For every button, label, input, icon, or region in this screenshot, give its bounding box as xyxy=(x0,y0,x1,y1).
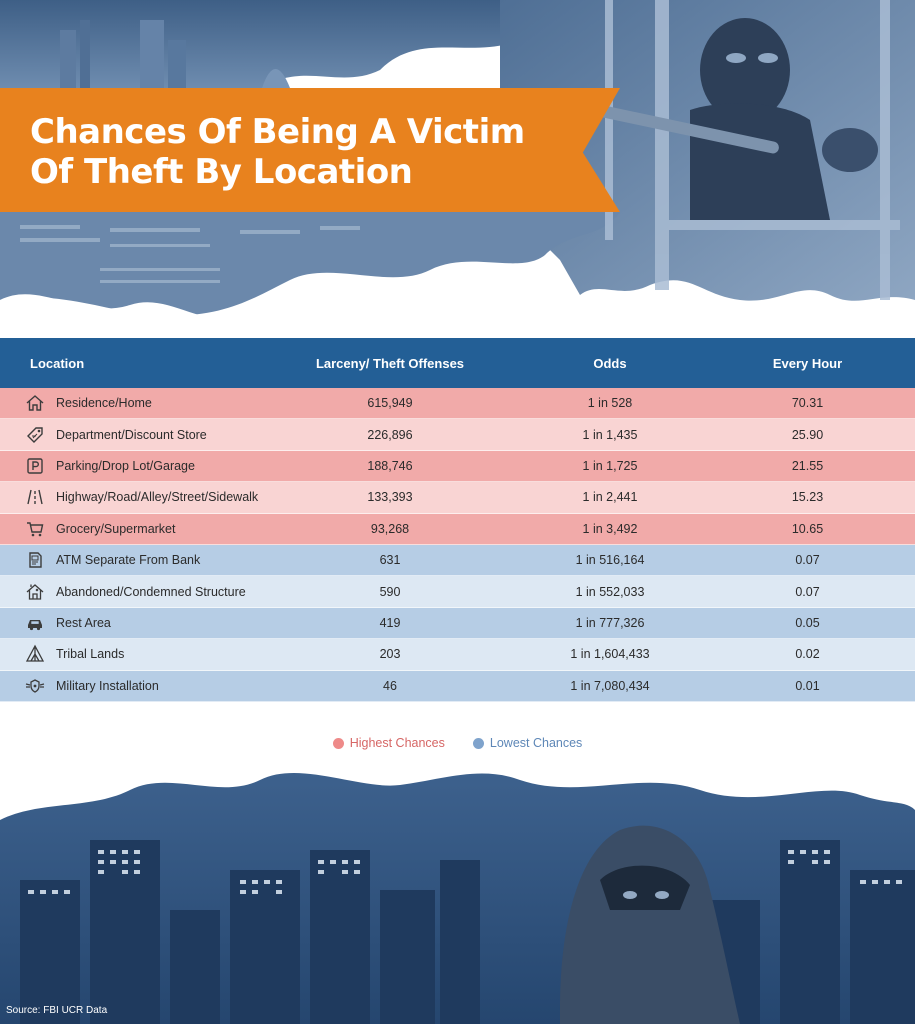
source-note: Source: FBI UCR Data xyxy=(6,1005,108,1016)
row-offenses: 590 xyxy=(379,584,401,599)
title-line-1: Chances Of Being A Victim xyxy=(30,112,525,152)
row-location: Military Installation xyxy=(56,678,159,693)
row-location: Grocery/Supermarket xyxy=(56,521,176,536)
row-offenses: 226,896 xyxy=(367,427,413,442)
row-odds: 1 in 1,435 xyxy=(582,427,638,442)
legend-item-high: Highest Chances xyxy=(332,736,445,750)
row-location: Residence/Home xyxy=(56,396,152,411)
row-offenses: 188,746 xyxy=(367,458,413,473)
row-every-hour: 0.07 xyxy=(795,553,820,568)
road-icon xyxy=(22,487,48,507)
row-location: Highway/Road/Alley/Street/Sidewalk xyxy=(56,490,259,505)
row-every-hour: 10.65 xyxy=(791,521,824,536)
row-odds: 1 in 528 xyxy=(587,396,633,411)
legend-high-dot xyxy=(332,737,344,749)
row-offenses: 46 xyxy=(383,678,397,693)
header-every-hour: Every Hour xyxy=(772,355,843,371)
row-every-hour: 0.07 xyxy=(795,584,820,599)
row-every-hour: 70.31 xyxy=(791,396,824,411)
header-offenses: Larceny/ Theft Offenses xyxy=(315,355,465,371)
legend-low-dot xyxy=(472,737,484,749)
title-banner xyxy=(0,88,620,212)
table-row: Residence/Home 615,949 1 in 528 70.31 xyxy=(0,388,915,420)
price-tag-icon xyxy=(22,425,48,445)
page-title: Chances Of Being A Victim Of Theft By Lo… xyxy=(30,112,590,192)
table-row: Tribal Lands 203 1 in 1,604,433 0.02 xyxy=(0,639,915,671)
table-row: Abandoned/Condemned Structure 590 1 in 5… xyxy=(0,576,915,608)
legend-item-low: Lowest Chances xyxy=(472,736,583,750)
row-location: Abandoned/Condemned Structure xyxy=(56,584,246,599)
legend: Highest Chances Lowest Chances xyxy=(0,734,915,752)
header-odds: Odds xyxy=(593,355,627,371)
legend-low-label: Lowest Chances xyxy=(489,736,583,750)
tent-icon xyxy=(22,644,48,664)
house-icon xyxy=(22,393,48,413)
abandoned-house-icon xyxy=(22,582,48,602)
parking-icon xyxy=(22,456,48,476)
title-line-2: Of Theft By Location xyxy=(30,152,413,192)
table-row: Highway/Road/Alley/Street/Sidewalk 133,3… xyxy=(0,482,915,514)
row-odds: 1 in 552,033 xyxy=(575,584,645,599)
row-every-hour: 21.55 xyxy=(791,458,824,473)
row-offenses: 419 xyxy=(379,615,401,630)
row-odds: 1 in 1,604,433 xyxy=(570,647,650,662)
header-background-graphic xyxy=(0,0,915,330)
row-offenses: 631 xyxy=(379,553,401,568)
table-row: Military Installation 46 1 in 7,080,434 … xyxy=(0,670,915,702)
row-offenses: 93,268 xyxy=(370,521,410,536)
car-icon xyxy=(22,613,48,633)
row-every-hour: 0.05 xyxy=(795,615,820,630)
row-every-hour: 15.23 xyxy=(791,490,824,505)
row-location: Department/Discount Store xyxy=(56,427,207,442)
row-odds: 1 in 3,492 xyxy=(582,521,638,536)
row-offenses: 615,949 xyxy=(367,396,413,411)
table-header: Location Larceny/ Theft Offenses Odds Ev… xyxy=(0,338,915,388)
shopping-cart-icon xyxy=(22,519,48,539)
row-offenses: 133,393 xyxy=(367,490,413,505)
footer-artwork xyxy=(0,760,915,1024)
row-odds: 1 in 516,164 xyxy=(575,553,645,568)
row-every-hour: 0.01 xyxy=(795,678,820,693)
row-location: Rest Area xyxy=(56,615,111,630)
theft-table: Location Larceny/ Theft Offenses Odds Ev… xyxy=(0,338,915,702)
header-location: Location xyxy=(30,355,85,371)
row-odds: 1 in 777,326 xyxy=(575,615,645,630)
row-odds: 1 in 1,725 xyxy=(582,458,638,473)
header-artwork xyxy=(0,0,915,330)
row-location: Tribal Lands xyxy=(56,647,125,662)
atm-icon xyxy=(22,550,48,570)
row-location: Parking/Drop Lot/Garage xyxy=(56,458,195,473)
row-every-hour: 0.02 xyxy=(795,647,820,662)
table-row: Rest Area 419 1 in 777,326 0.05 xyxy=(0,607,915,640)
table-row: Department/Discount Store 226,896 1 in 1… xyxy=(0,419,915,451)
skyline-graphic xyxy=(0,773,915,1024)
legend-high-label: Highest Chances xyxy=(349,736,445,750)
row-odds: 1 in 2,441 xyxy=(582,490,638,505)
table-row: Parking/Drop Lot/Garage 188,746 1 in 1,7… xyxy=(0,450,915,483)
military-badge-icon xyxy=(22,676,48,696)
table-row: ATM Separate From Bank 631 1 in 516,164 … xyxy=(0,544,915,577)
row-odds: 1 in 7,080,434 xyxy=(570,678,650,693)
row-every-hour: 25.90 xyxy=(791,427,824,442)
row-offenses: 203 xyxy=(379,647,401,662)
table-row: Grocery/Supermarket 93,268 1 in 3,492 10… xyxy=(0,513,915,545)
row-location: ATM Separate From Bank xyxy=(56,553,201,568)
